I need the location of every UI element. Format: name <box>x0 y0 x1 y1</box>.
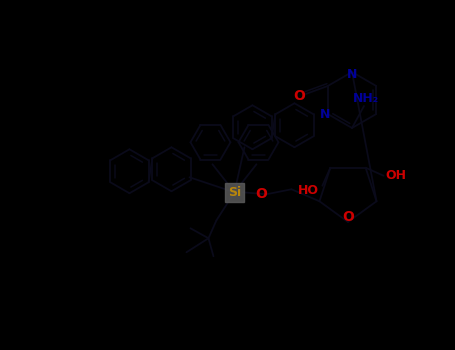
Text: Si: Si <box>228 186 241 199</box>
Text: NH₂: NH₂ <box>353 91 379 105</box>
Text: OH: OH <box>385 169 406 182</box>
Text: O: O <box>293 89 305 103</box>
Text: O: O <box>342 210 354 224</box>
Text: HO: HO <box>298 184 319 197</box>
Text: N: N <box>347 69 357 82</box>
Text: N: N <box>319 107 330 120</box>
Text: O: O <box>256 187 268 201</box>
